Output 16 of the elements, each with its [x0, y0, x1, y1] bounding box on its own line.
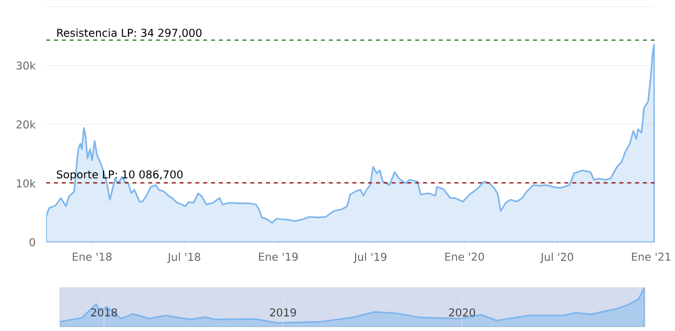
y-tick-label: 30k: [16, 61, 36, 70]
x-tick-label: Ene '21: [632, 252, 670, 261]
x-tick-label: 2019: [270, 308, 296, 317]
y-tick-label: 10k: [16, 179, 36, 188]
x-tick-label: Jul '20: [540, 252, 574, 264]
x-tick-label: Jul '18: [167, 252, 200, 264]
y-tick-label: 20k: [16, 120, 36, 129]
x-tick-label: 2018: [91, 308, 118, 317]
y-tick-label: 0: [30, 238, 36, 246]
ref-line-label: Resistencia LP: 34 297,000: [57, 28, 202, 38]
x-tick-label: Ene '18: [72, 252, 112, 261]
x-tick-label: Ene '20: [445, 252, 484, 261]
ref-line-label: Soporte LP: 10 086,700: [56, 170, 183, 181]
x-tick-label: Ene '19: [259, 252, 298, 261]
x-tick-label: 2020: [449, 308, 476, 317]
x-tick-label: Jul '19: [353, 252, 386, 264]
